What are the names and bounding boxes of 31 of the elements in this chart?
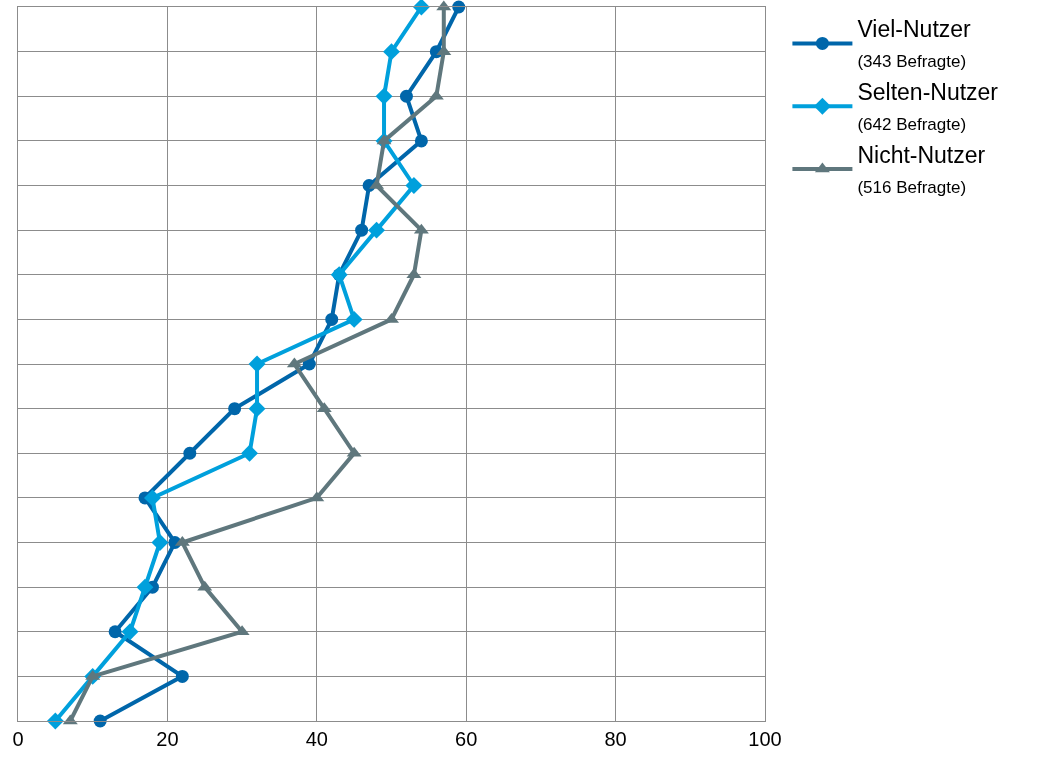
point — [375, 87, 393, 105]
point — [183, 446, 197, 460]
point — [108, 625, 122, 639]
point — [46, 712, 64, 730]
point — [241, 444, 259, 462]
point — [175, 669, 189, 683]
point — [325, 312, 339, 326]
legend-label: Viel-Nutzer (343 Befragte) — [857, 16, 972, 72]
legend-label: Nicht-Nutzer (516 Befragte) — [857, 142, 986, 197]
point — [345, 310, 363, 328]
point — [248, 355, 266, 373]
point — [399, 89, 413, 103]
point — [136, 578, 154, 596]
point — [368, 221, 386, 239]
point — [121, 623, 139, 641]
point — [414, 134, 428, 148]
x-tick-label: 80 — [604, 728, 627, 751]
point — [405, 177, 423, 194]
x-tick-label: 60 — [455, 728, 478, 751]
legend-label: Selten-Nutzer (642 Befragte) — [857, 79, 999, 135]
x-tick-label: 0 — [12, 728, 24, 751]
x-tick-label: 40 — [305, 728, 328, 751]
point — [228, 402, 242, 416]
point — [412, 0, 430, 16]
x-tick-label: 100 — [748, 728, 782, 751]
point — [144, 489, 161, 507]
point — [383, 43, 400, 61]
point — [355, 223, 369, 237]
x-tick-label: 20 — [156, 728, 179, 751]
point — [151, 534, 169, 551]
point — [248, 400, 266, 418]
